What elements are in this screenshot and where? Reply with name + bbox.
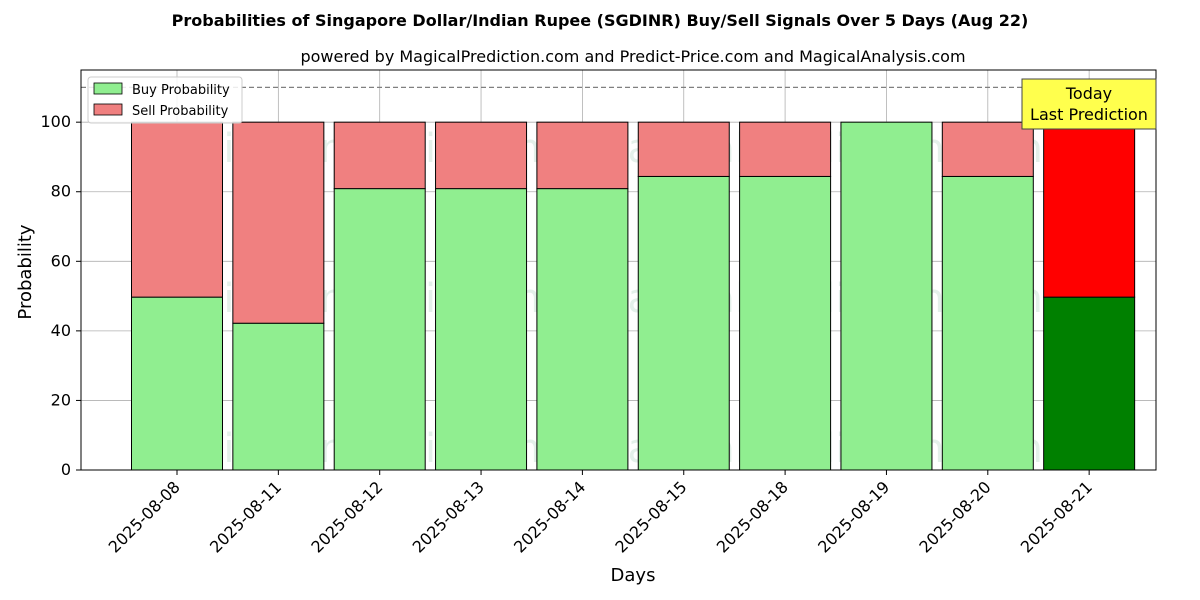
x-tick-label: 2025-08-18 — [713, 477, 792, 556]
x-tick-label: 2025-08-21 — [1017, 477, 1096, 556]
chart-subtitle: powered by MagicalPrediction.com and Pre… — [300, 47, 965, 66]
bar-sell — [536, 121, 629, 190]
bar-sell — [131, 121, 223, 298]
y-tick-label: 0 — [61, 460, 71, 479]
chart-title: Probabilities of Singapore Dollar/Indian… — [172, 11, 1029, 30]
bar-buy — [840, 121, 933, 471]
y-tick-label: 80 — [51, 182, 71, 201]
bar-sell — [232, 121, 325, 324]
today-annotation: Today Last Prediction — [1021, 78, 1157, 130]
legend-box — [87, 76, 243, 124]
bar-sell — [435, 121, 528, 190]
x-tick-label: 2025-08-13 — [409, 477, 488, 556]
bar-buy — [941, 175, 1034, 471]
legend-sell-label: Sell Probability — [132, 104, 229, 119]
today-annotation-line1: Today — [1065, 84, 1112, 103]
plot-frame — [80, 69, 1157, 471]
bar-sell — [637, 121, 730, 177]
bar-buy — [232, 322, 325, 471]
bar-sell — [333, 121, 426, 190]
bar-buy — [536, 188, 629, 471]
legend-buy-swatch — [93, 82, 123, 95]
legend-buy-label: Buy Probability — [132, 83, 230, 98]
bar-buy — [131, 296, 223, 471]
y-tick-label: 60 — [51, 251, 71, 270]
x-tick-label: 2025-08-08 — [105, 477, 184, 556]
bar-sell — [739, 121, 832, 177]
bar-buy — [435, 188, 528, 471]
y-tick-label: 100 — [40, 112, 71, 131]
bar-buy — [739, 175, 832, 471]
x-tick-label: 2025-08-11 — [206, 477, 285, 556]
bar-buy — [1043, 296, 1136, 471]
x-tick-label: 2025-08-15 — [611, 477, 690, 556]
y-tick-label: 40 — [51, 321, 71, 340]
y-axis-label: Probability — [15, 224, 36, 319]
bar-buy — [333, 188, 426, 471]
bars — [131, 121, 1136, 471]
legend-sell-swatch — [93, 103, 123, 116]
today-annotation-line2: Last Prediction — [1030, 105, 1148, 124]
y-tick-label: 20 — [51, 390, 71, 409]
x-tick-label: 2025-08-14 — [510, 477, 589, 556]
x-tick-label: 2025-08-12 — [307, 477, 386, 556]
x-tick-label: 2025-08-20 — [915, 477, 994, 556]
legend: Buy Probability Sell Probability — [87, 76, 243, 124]
bar-sell — [1043, 121, 1136, 298]
today-annotation-box — [1021, 78, 1157, 130]
x-axis-label: Days — [611, 565, 656, 586]
x-tick-label: 2025-08-19 — [814, 477, 893, 556]
bar-buy — [637, 175, 730, 471]
bar-sell — [941, 121, 1034, 177]
